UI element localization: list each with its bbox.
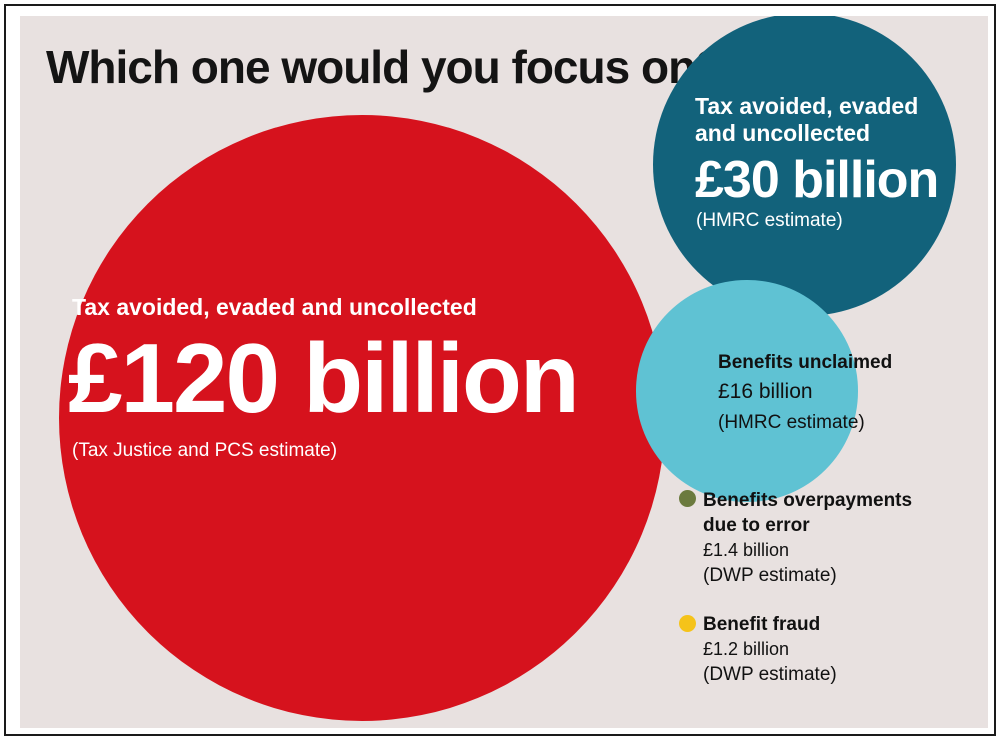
- fraud-value: £1.2 billion: [703, 639, 790, 659]
- fraud-source: (DWP estimate): [703, 664, 837, 685]
- image-frame: Which one would you focus on? Tax avoide…: [4, 4, 996, 736]
- bubble-120-label: Tax avoided, evaded and uncollected: [72, 294, 477, 320]
- bubble-tax-gap-120: [59, 115, 665, 721]
- bubble-120-value: £120 billion: [68, 323, 580, 433]
- bubble-tax-gap-30: [652, 16, 956, 316]
- bubble-120-source: (Tax Justice and PCS estimate): [72, 440, 338, 461]
- bubble-16-label: Benefits unclaimed: [718, 352, 893, 373]
- overpayments-legend: Benefits overpayments due to error £1.4 …: [703, 488, 912, 588]
- bubble-30-source: (HMRC estimate): [696, 210, 843, 231]
- overpayments-label-line1: Benefits overpayments: [703, 490, 913, 511]
- chart-panel: Which one would you focus on? Tax avoide…: [20, 16, 988, 728]
- bubble-benefits-unclaimed: [636, 280, 858, 502]
- overpayments-label-line2: due to error: [703, 515, 810, 536]
- fraud-dot: [679, 615, 696, 632]
- bubble-16-source: (HMRC estimate): [718, 412, 865, 433]
- chart-title: Which one would you focus on?: [46, 41, 723, 93]
- fraud-legend: Benefit fraud £1.2 billion (DWP estimate…: [703, 612, 837, 687]
- fraud-label: Benefit fraud: [703, 614, 821, 635]
- bubble-30-label: Tax avoided, evaded and uncollected: [695, 93, 919, 146]
- overpayments-source: (DWP estimate): [703, 565, 837, 586]
- overpayments-dot: [679, 490, 696, 507]
- bubble-30-value: £30 billion: [695, 151, 939, 209]
- overpayments-value: £1.4 billion: [703, 540, 790, 560]
- bubble-16-value: £16 billion: [718, 380, 813, 403]
